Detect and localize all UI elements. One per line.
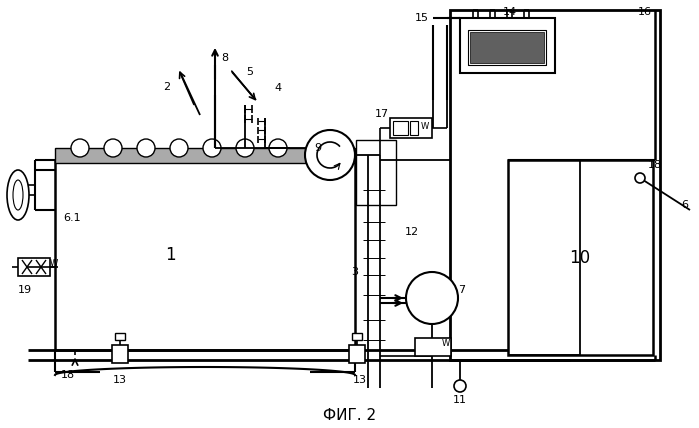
Circle shape (406, 272, 458, 324)
Text: 10: 10 (570, 249, 591, 267)
Text: 7: 7 (459, 285, 466, 295)
Bar (18, 258, 50, 276)
Text: 1: 1 (165, 246, 175, 264)
Bar (460, 18, 555, 73)
Bar (415, 338, 451, 356)
Text: 17: 17 (375, 109, 389, 119)
Text: 13: 13 (113, 375, 127, 385)
Bar (352, 333, 362, 340)
Circle shape (203, 139, 221, 157)
Bar (470, 32, 544, 63)
Circle shape (635, 173, 645, 183)
Text: 12: 12 (405, 227, 419, 237)
Bar (112, 345, 128, 363)
Text: 3: 3 (352, 267, 359, 277)
Text: 6.1: 6.1 (63, 213, 81, 223)
Text: 18: 18 (648, 160, 662, 170)
Text: 16: 16 (638, 7, 652, 17)
Text: 14: 14 (503, 7, 517, 17)
Circle shape (71, 139, 89, 157)
Text: 6: 6 (682, 200, 689, 210)
Bar (349, 345, 365, 363)
Text: W: W (421, 122, 429, 131)
Bar (450, 10, 660, 360)
Bar (55, 160, 355, 350)
Text: W: W (442, 339, 450, 348)
Text: 19: 19 (18, 285, 32, 295)
Bar (468, 30, 546, 65)
Text: 11: 11 (453, 395, 467, 405)
Circle shape (137, 139, 155, 157)
Bar (468, 30, 546, 65)
Text: 9: 9 (315, 143, 322, 153)
Text: 13: 13 (353, 375, 367, 385)
Bar (390, 118, 432, 138)
Text: ФИГ. 2: ФИГ. 2 (324, 407, 377, 422)
Text: 5: 5 (247, 67, 254, 77)
Text: 18: 18 (61, 370, 75, 380)
Text: 15: 15 (415, 13, 429, 23)
Text: 8: 8 (222, 53, 229, 63)
Circle shape (454, 380, 466, 392)
Bar (393, 121, 408, 135)
Ellipse shape (13, 180, 23, 210)
Bar (410, 121, 418, 135)
Text: W: W (50, 259, 58, 268)
Bar (55, 148, 355, 163)
Bar (356, 140, 396, 205)
Circle shape (269, 139, 287, 157)
Circle shape (170, 139, 188, 157)
Text: 4: 4 (275, 83, 282, 93)
Text: 2: 2 (164, 82, 171, 92)
Circle shape (305, 130, 355, 180)
Ellipse shape (7, 170, 29, 220)
Circle shape (104, 139, 122, 157)
Circle shape (236, 139, 254, 157)
Bar (508, 160, 653, 355)
Bar (115, 333, 125, 340)
